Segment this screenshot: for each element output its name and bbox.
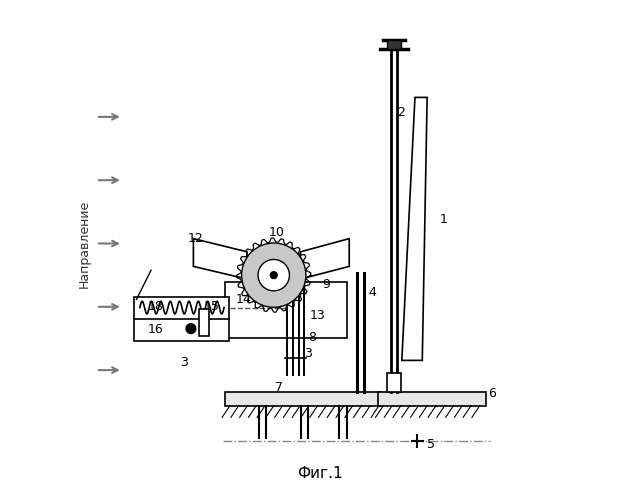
Text: 1: 1	[439, 213, 447, 225]
Text: Фиг.1: Фиг.1	[297, 466, 343, 481]
Text: Направление: Направление	[77, 199, 90, 288]
Polygon shape	[193, 239, 247, 279]
Text: 7: 7	[275, 381, 283, 393]
Bar	[387, 373, 401, 392]
Text: 13: 13	[309, 309, 325, 322]
Polygon shape	[301, 239, 349, 279]
Text: 3: 3	[180, 356, 188, 369]
Bar	[134, 297, 229, 341]
Bar	[198, 309, 209, 336]
Bar	[225, 282, 347, 338]
Text: 8: 8	[308, 331, 316, 343]
Text: 18: 18	[148, 300, 164, 313]
Bar	[253, 255, 294, 296]
Bar	[378, 392, 486, 406]
Text: 3: 3	[304, 347, 312, 359]
Polygon shape	[402, 97, 427, 360]
Text: 6: 6	[488, 387, 496, 400]
Bar	[225, 392, 381, 406]
Text: 2: 2	[397, 106, 405, 118]
Text: 5: 5	[427, 438, 435, 450]
Circle shape	[241, 243, 306, 307]
Text: 12: 12	[188, 232, 204, 245]
Circle shape	[186, 324, 196, 334]
Text: 14: 14	[236, 293, 252, 306]
Text: 9: 9	[323, 279, 330, 291]
Text: 4: 4	[369, 286, 376, 299]
Bar	[387, 40, 401, 49]
Circle shape	[270, 272, 277, 279]
Text: 15: 15	[204, 300, 219, 313]
Text: 16: 16	[148, 323, 164, 337]
Circle shape	[258, 260, 289, 291]
Text: 10: 10	[268, 226, 284, 239]
